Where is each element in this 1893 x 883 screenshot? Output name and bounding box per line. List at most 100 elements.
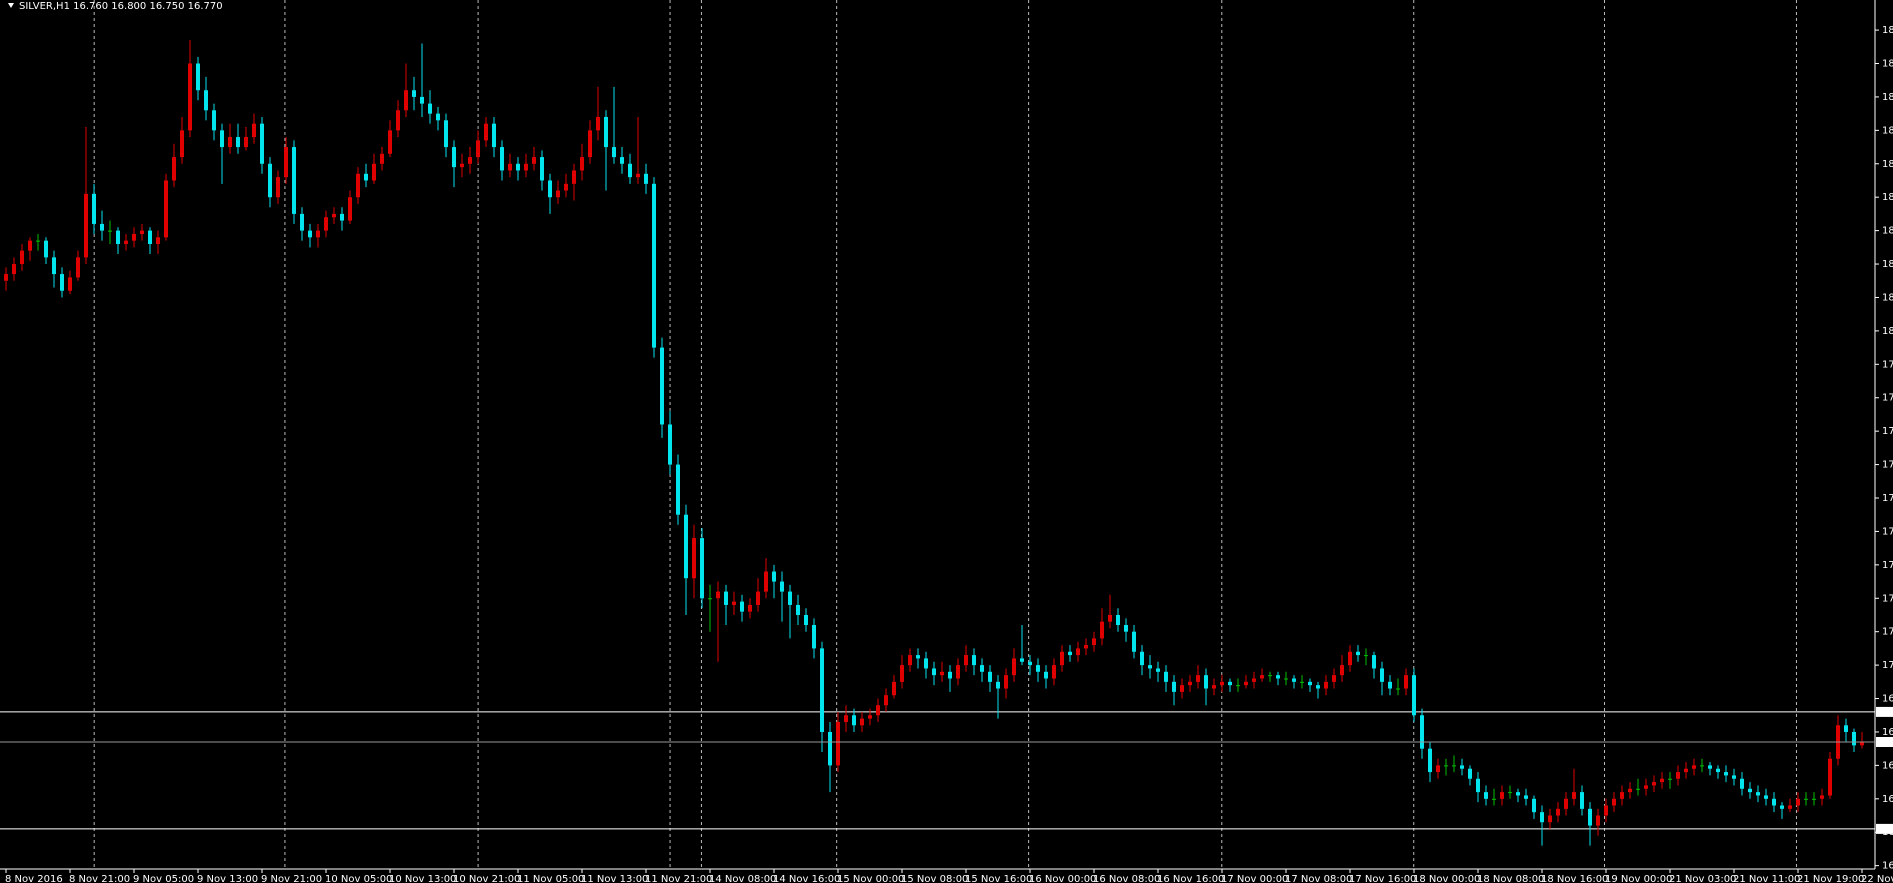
candle-body [316, 230, 320, 238]
candle-body [36, 240, 40, 242]
candle-body [1212, 685, 1216, 689]
candle-body [188, 63, 192, 131]
candle-body [1340, 665, 1344, 676]
candle-body [700, 538, 704, 599]
candle-body [1828, 758, 1832, 796]
candle-body [1020, 658, 1024, 662]
candle-body [1652, 782, 1656, 786]
candle-body [636, 173, 640, 178]
candle-body [1844, 725, 1848, 732]
candle-body [1076, 648, 1080, 656]
candle-body [1236, 685, 1240, 687]
candle-body [1708, 765, 1712, 769]
y-tick-label: 18 [1882, 326, 1893, 337]
candle-body [372, 163, 376, 181]
candle-body [236, 137, 240, 148]
y-tick-label: 17.8 [1882, 393, 1893, 404]
y-tick-label: 18.6 [1882, 125, 1893, 136]
x-tick-label: 8 Nov 21:00 [69, 874, 130, 883]
candle-body [460, 163, 464, 168]
candle-body [628, 163, 632, 178]
x-tick-label: 17 Nov 00:00 [1221, 874, 1288, 883]
candle-body [1388, 681, 1392, 689]
candle-body [484, 123, 488, 141]
candle-body [1436, 765, 1440, 773]
candle-body [1716, 768, 1720, 773]
candle-body [1180, 685, 1184, 692]
y-tick-label: 17.2 [1882, 593, 1893, 604]
candle-body [1756, 792, 1760, 796]
candle-body [76, 257, 80, 278]
candle-body [716, 591, 720, 599]
candle-body [1396, 688, 1400, 690]
candle-body [1772, 798, 1776, 806]
candle-body [1620, 792, 1624, 799]
candle-body [1780, 805, 1784, 809]
candle-body [524, 163, 528, 171]
candle-body [1676, 772, 1680, 779]
x-tick-label: 16 Nov 00:00 [1029, 874, 1096, 883]
candle-body [796, 604, 800, 615]
candle-body [1548, 815, 1552, 823]
candle-body [1724, 772, 1728, 776]
candle-body [1028, 661, 1032, 666]
candle-body [876, 705, 880, 716]
candle-body [292, 147, 296, 214]
x-tick-label: 21 Nov 11:00 [1733, 874, 1800, 883]
y-tick-label: 17 [1882, 660, 1893, 671]
candle-body [84, 193, 88, 258]
x-tick-label: 17 Nov 16:00 [1349, 874, 1416, 883]
candle-body [820, 648, 824, 732]
candle-body [908, 655, 912, 666]
candle-body [684, 514, 688, 579]
x-tick-label: 11 Nov 05:00 [517, 874, 584, 883]
candle-body [1292, 678, 1296, 682]
candle-body [1660, 778, 1664, 783]
candle-body [1252, 678, 1256, 682]
x-tick-label: 21 Nov 03:00 [1669, 874, 1736, 883]
candle-body [124, 240, 128, 244]
candle-body [780, 581, 784, 592]
candle-body [980, 665, 984, 672]
candle-body [1116, 614, 1120, 626]
candle-body [1300, 681, 1304, 683]
candle-body [1036, 665, 1040, 672]
candle-body [828, 731, 832, 766]
candle-body [140, 230, 144, 234]
candle-body [676, 464, 680, 515]
candle-body [364, 173, 368, 181]
candle-body [892, 681, 896, 696]
candle-body [476, 140, 480, 158]
candle-body [1516, 792, 1520, 796]
candle-body [1788, 805, 1792, 809]
candle-body [1588, 808, 1592, 826]
candle-body [444, 120, 448, 148]
candle-body [1332, 675, 1336, 682]
candle-body [428, 103, 432, 114]
candle-body [300, 213, 304, 231]
y-tick-label: 18.9 [1882, 25, 1893, 36]
candle-body [692, 538, 696, 579]
candle-body [148, 230, 152, 244]
candle-body [1092, 638, 1096, 646]
candle-body [1052, 665, 1056, 679]
x-tick-label: 10 Nov 21:00 [453, 874, 520, 883]
price-marker [1876, 706, 1893, 717]
candle-body [1748, 788, 1752, 793]
y-tick-label: 17.6 [1882, 460, 1893, 471]
candle-body [668, 424, 672, 465]
candle-body [204, 90, 208, 111]
candle-body [1084, 645, 1088, 649]
candle-body [1476, 778, 1480, 793]
candle-body [12, 264, 16, 275]
candle-body [1692, 765, 1696, 769]
candle-body [1796, 798, 1800, 806]
candle-body [852, 715, 856, 726]
candle-body [844, 715, 848, 722]
candle-body [1172, 681, 1176, 692]
candle-body [1820, 795, 1824, 799]
x-tick-label: 18 Nov 00:00 [1413, 874, 1480, 883]
candle-body [1228, 681, 1232, 686]
chart-title: SILVER,H1 16.760 16.800 16.750 16.770 [19, 1, 223, 12]
candle-body [1132, 631, 1136, 652]
